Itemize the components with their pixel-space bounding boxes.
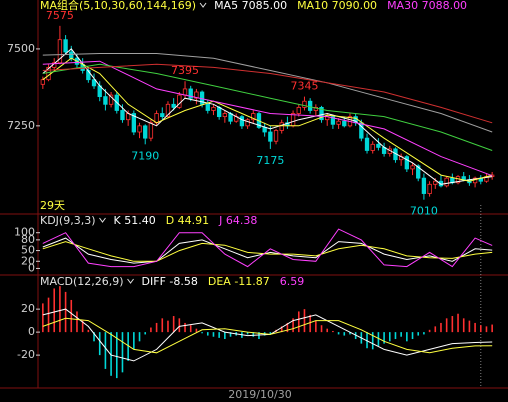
header-text: J 64.38 [218, 214, 257, 227]
indicator-line [42, 60, 493, 177]
y-tick-label: -20 [17, 348, 35, 361]
header-text: 6.59 [280, 275, 305, 288]
indicator-line [42, 63, 493, 124]
candle-body [211, 106, 216, 111]
y-tick-label: 20 [21, 302, 35, 315]
candle-body [404, 156, 410, 170]
price-annotation: 7190 [131, 149, 159, 162]
candle-body [427, 183, 432, 194]
candle-body [421, 177, 427, 194]
candle-body [171, 103, 176, 108]
candle-body [182, 88, 188, 96]
candle-body [154, 113, 159, 124]
candle-body [131, 113, 137, 133]
candle-body [160, 113, 165, 118]
candle-body [296, 106, 301, 114]
candle-body [416, 165, 421, 179]
dropdown-icon[interactable] [127, 278, 134, 284]
price-annotation: 7345 [290, 80, 318, 93]
footnote: 29天 [40, 199, 65, 212]
candle-body [205, 103, 210, 111]
candle-body [251, 113, 256, 121]
candle-body [103, 96, 108, 105]
indicator-line [42, 63, 493, 151]
header-text: K 51.40 [114, 214, 156, 227]
y-tick-label: 20 [21, 254, 35, 267]
header-text: DEA -11.87 [208, 275, 270, 288]
indicator-line [42, 57, 493, 182]
candle-body [63, 39, 68, 53]
candle-body [444, 177, 449, 187]
y-tick-label: 0 [28, 261, 35, 274]
candle-body [455, 176, 461, 184]
candle-body [57, 39, 63, 64]
price-annotation: 7575 [46, 9, 74, 22]
dropdown-icon[interactable] [199, 2, 207, 8]
y-tick-label: 100 [14, 226, 35, 239]
dropdown-icon[interactable] [99, 217, 106, 223]
candle-body [137, 125, 142, 133]
header-text: MA5 7085.00 [214, 0, 287, 12]
candle-body [330, 116, 336, 125]
candle-body [216, 106, 222, 118]
candle-body [376, 143, 381, 148]
y-tick-label: 80 [21, 233, 35, 246]
candle-body [307, 100, 313, 111]
candle-body [279, 122, 284, 131]
candle-body [222, 113, 228, 118]
header-text: MA10 7090.00 [297, 0, 377, 12]
header-text: MACD(12,26,9) [40, 275, 124, 288]
candle-body [245, 119, 250, 127]
header-text: MA30 7088.00 [387, 0, 467, 12]
candle-body [91, 79, 97, 87]
candle-body [165, 103, 171, 118]
candle-body [239, 116, 245, 127]
candle-body [148, 122, 154, 139]
candle-body [120, 110, 125, 121]
candle-body [143, 125, 148, 139]
header-text: DIFF -8.58 [142, 275, 198, 288]
candle-body [302, 100, 307, 108]
indicator-line [42, 48, 493, 185]
candle-body [273, 130, 279, 142]
candle-body [268, 131, 273, 142]
price-annotation: 7395 [171, 64, 199, 77]
candle-body [319, 106, 324, 121]
price-annotation: 7010 [410, 205, 438, 218]
indicator-line [42, 317, 493, 354]
candle-body [410, 165, 415, 170]
candle-body [194, 91, 199, 99]
cursor-date: 2019/10/30 [228, 388, 291, 401]
candle-body [290, 113, 296, 127]
candle-body [177, 94, 182, 108]
price-annotation: 7175 [256, 154, 284, 167]
candle-body [108, 94, 114, 105]
candle-body [370, 143, 375, 151]
candle-body [364, 137, 370, 151]
indicator-line [42, 228, 493, 268]
candle-body [262, 126, 267, 133]
header-text: D 44.91 [166, 214, 209, 227]
candle-body [342, 120, 347, 127]
candle-body [188, 88, 193, 99]
y-tick-label: 7500 [7, 42, 35, 55]
candle-body [40, 79, 46, 85]
y-tick-label: 0 [28, 325, 35, 338]
header-text: MA组合(5,10,30,60,144,169) [40, 0, 196, 12]
indicator-line [42, 53, 493, 133]
y-tick-label: 7250 [7, 119, 35, 132]
candle-body [433, 180, 438, 185]
y-tick-label: 50 [21, 244, 35, 257]
candle-body [336, 120, 341, 125]
header-text: KDJ(9,3,3) [40, 214, 96, 227]
candle-body [69, 51, 74, 59]
